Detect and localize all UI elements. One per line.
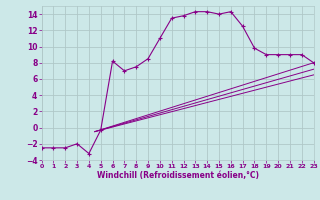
X-axis label: Windchill (Refroidissement éolien,°C): Windchill (Refroidissement éolien,°C): [97, 171, 259, 180]
